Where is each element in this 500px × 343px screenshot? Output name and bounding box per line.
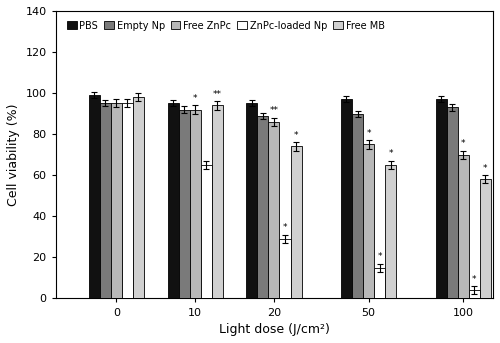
- Bar: [122, 103, 133, 298]
- Bar: [246, 103, 258, 298]
- Text: *: *: [366, 129, 371, 138]
- Text: *: *: [461, 139, 466, 148]
- Bar: [178, 109, 190, 298]
- Text: *: *: [282, 223, 287, 232]
- Bar: [258, 116, 268, 298]
- Text: *: *: [483, 164, 488, 173]
- Bar: [200, 165, 211, 298]
- Bar: [111, 103, 122, 298]
- Bar: [89, 95, 100, 298]
- X-axis label: Light dose (J/cm²): Light dose (J/cm²): [219, 323, 330, 336]
- Bar: [280, 239, 290, 298]
- Text: *: *: [472, 275, 476, 284]
- Text: *: *: [378, 252, 382, 261]
- Bar: [468, 290, 479, 298]
- Bar: [446, 107, 458, 298]
- Legend: PBS, Empty Np, Free ZnPc, ZnPc-loaded Np, Free MB: PBS, Empty Np, Free ZnPc, ZnPc-loaded Np…: [65, 19, 386, 33]
- Text: *: *: [388, 150, 393, 158]
- Bar: [436, 99, 446, 298]
- Bar: [341, 99, 352, 298]
- Text: **: **: [270, 106, 278, 115]
- Bar: [133, 97, 144, 298]
- Bar: [458, 155, 468, 298]
- Bar: [100, 103, 111, 298]
- Text: *: *: [193, 94, 198, 103]
- Bar: [190, 109, 200, 298]
- Bar: [212, 105, 222, 298]
- Bar: [374, 268, 385, 298]
- Bar: [385, 165, 396, 298]
- Bar: [363, 144, 374, 298]
- Text: **: **: [212, 90, 222, 99]
- Bar: [290, 146, 302, 298]
- Bar: [352, 114, 363, 298]
- Y-axis label: Cell viability (%): Cell viability (%): [7, 104, 20, 206]
- Text: *: *: [294, 131, 298, 140]
- Bar: [268, 122, 280, 298]
- Bar: [168, 103, 178, 298]
- Bar: [480, 179, 490, 298]
